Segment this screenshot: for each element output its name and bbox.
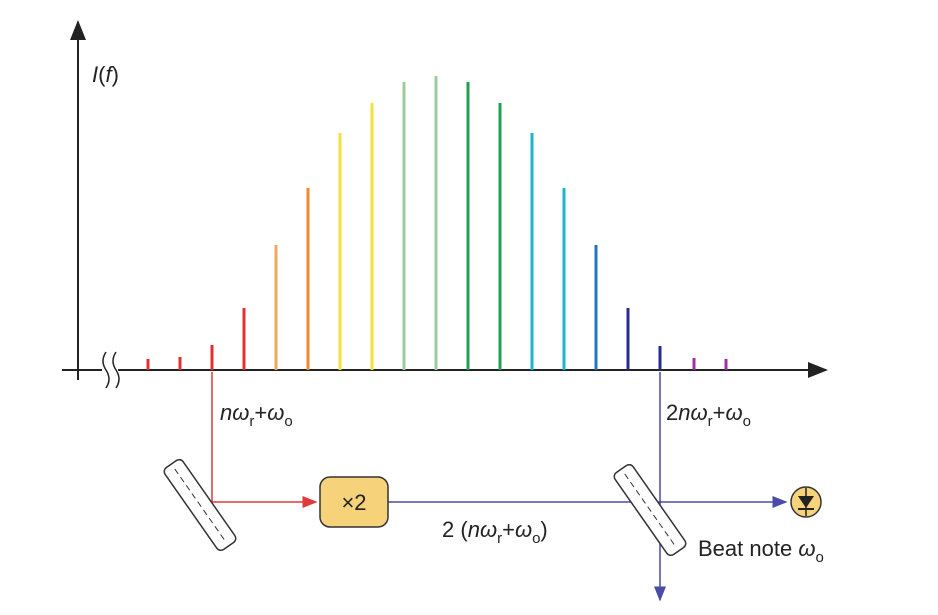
beat-note-label: Beat note ωo <box>698 536 824 566</box>
comb <box>146 76 728 370</box>
label-part: n <box>468 517 480 542</box>
upper-line-label: 2nωr+ωo <box>666 400 751 430</box>
mirror <box>163 458 237 552</box>
label-part: 2 ( <box>442 517 468 542</box>
red-beam <box>211 372 318 508</box>
label-part: ω <box>267 400 284 425</box>
label-part: ω <box>515 517 532 542</box>
label-part: n <box>678 400 690 425</box>
label-part: + <box>254 400 267 425</box>
label-part: ω <box>691 400 708 425</box>
label-part: r <box>249 413 254 430</box>
doubled-label: 2 (nωr+ωo) <box>442 517 548 547</box>
label-part: 2 <box>666 400 678 425</box>
lower-line-label: nωr+ωo <box>220 400 293 430</box>
label-part: r <box>497 530 502 547</box>
label-part: ω <box>798 536 815 561</box>
label-part: ) <box>540 517 547 542</box>
label-part: ω <box>232 400 249 425</box>
doubler-label: ×2 <box>341 490 366 515</box>
label-part: n <box>220 400 232 425</box>
label-part: ω <box>480 517 497 542</box>
label-part: r <box>708 413 713 430</box>
label-part: ω <box>726 400 743 425</box>
axis-break-gap <box>102 355 118 385</box>
label-part: + <box>502 517 515 542</box>
label-part: o <box>815 549 823 566</box>
label-part: f <box>105 62 114 87</box>
label-part: I <box>92 62 98 87</box>
label-part: o <box>532 530 540 547</box>
label-part: o <box>284 413 292 430</box>
label-part: ) <box>112 62 119 87</box>
axis-break <box>102 351 120 389</box>
label-part: Beat note <box>698 536 798 561</box>
y-axis-label: I(f) <box>92 62 119 87</box>
label-part: ( <box>98 62 106 87</box>
label-part: + <box>713 400 726 425</box>
label-part: o <box>743 413 751 430</box>
detector <box>790 486 822 518</box>
mirror <box>613 463 687 557</box>
doubler-box <box>319 476 389 528</box>
